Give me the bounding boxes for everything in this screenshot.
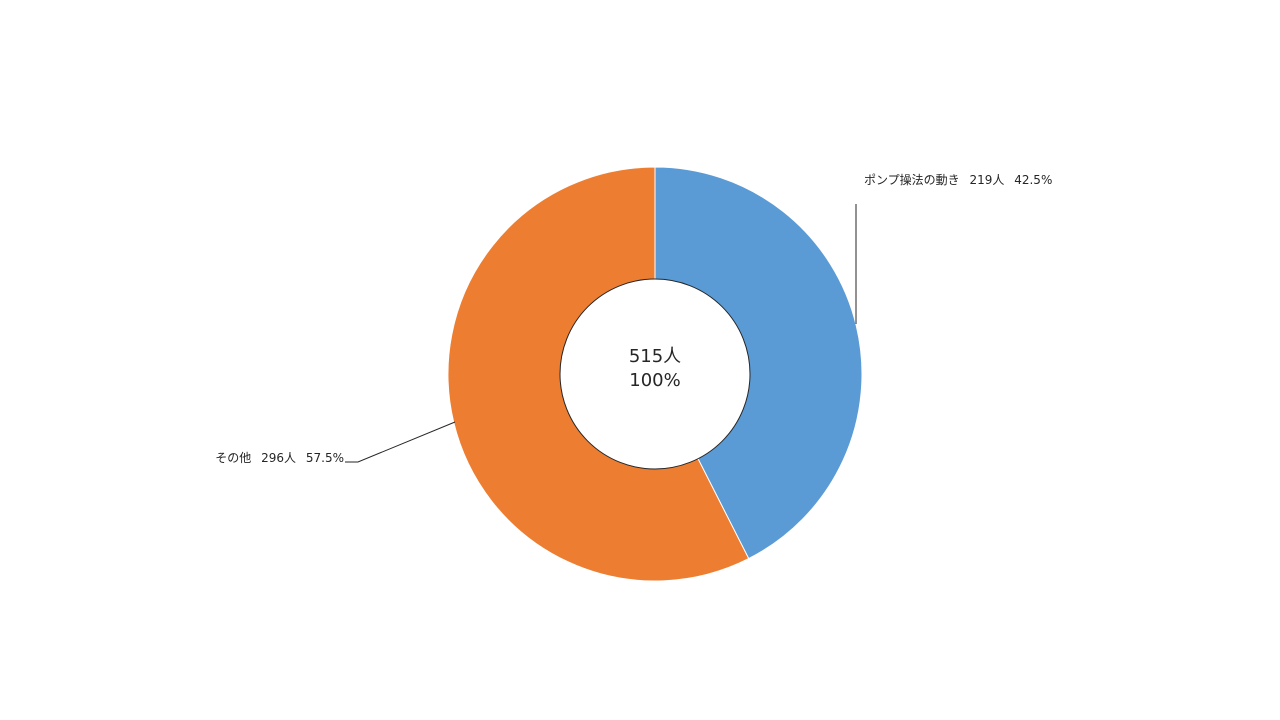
center-total-count: 515人 (629, 346, 681, 367)
data-label-other-category: その他 (215, 451, 251, 465)
donut-hole (559, 278, 751, 470)
data-label-other-percent: 57.5% (306, 451, 344, 465)
leader-line-other (345, 421, 456, 463)
slice-pump-operation (654, 166, 863, 560)
data-label-pump: ポンプ操法の動き 219人 42.5% (864, 172, 1052, 187)
data-label-other-value: 296人 (261, 451, 296, 465)
center-total-percent: 100% (629, 370, 680, 391)
data-label-pump-percent: 42.5% (1014, 173, 1052, 187)
data-label-other: その他 296人 57.5% (215, 451, 344, 465)
data-label-pump-value: 219人 (969, 173, 1004, 187)
data-label-pump-category: ポンプ操法の動き (864, 172, 960, 187)
